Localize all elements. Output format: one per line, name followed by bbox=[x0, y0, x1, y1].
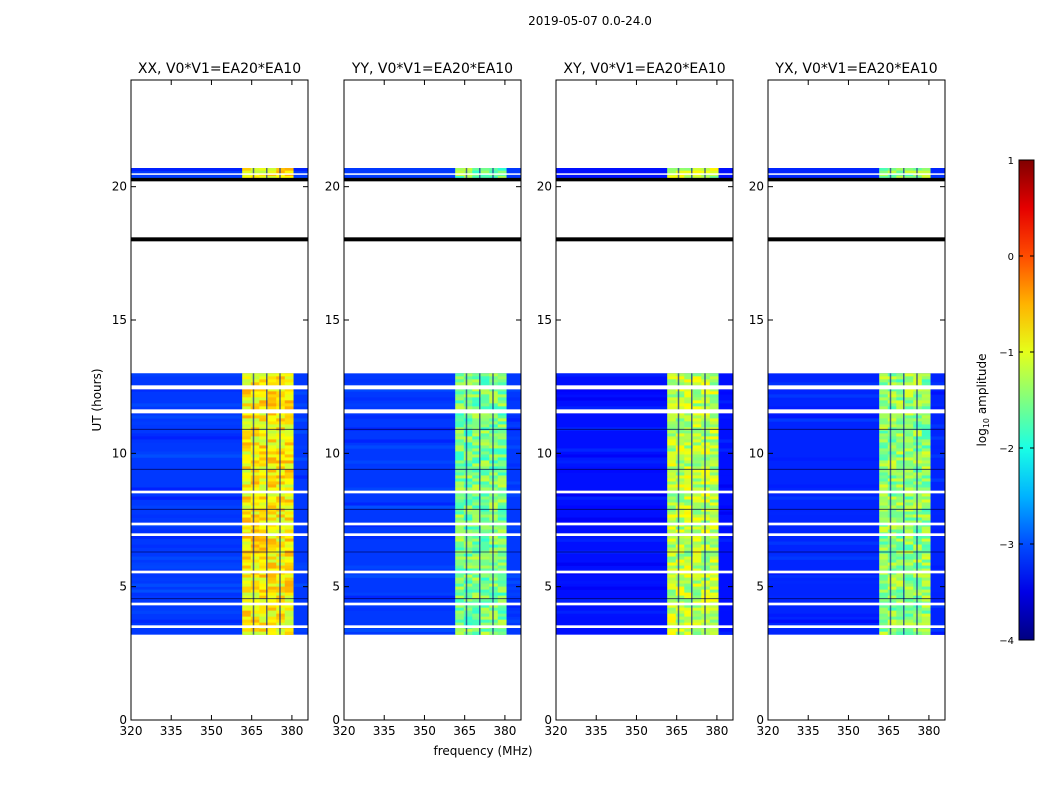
y-tick-label: 20 bbox=[537, 180, 552, 194]
y-tick-label: 15 bbox=[537, 313, 552, 327]
y-tick-label: 0 bbox=[119, 713, 127, 727]
x-axis-label: frequency (MHz) bbox=[433, 744, 532, 758]
panel-3: XY, V0*V1=EA20*EA10 320 335 350 365 380 0 5 10 15… bbox=[537, 61, 734, 738]
y-tick-label: 10 bbox=[325, 446, 340, 460]
x-tick-label: 320 bbox=[120, 724, 143, 738]
x-tick-label: 320 bbox=[545, 724, 568, 738]
x-tick-label: 365 bbox=[240, 724, 263, 738]
y-axis-label: UT (hours) bbox=[90, 368, 104, 431]
figure-suptitle: 2019-05-07 0.0-24.0 bbox=[528, 14, 652, 28]
panel-2-flag-20h bbox=[344, 177, 521, 182]
x-tick-label: 350 bbox=[625, 724, 648, 738]
panel-3-flag-18h bbox=[556, 237, 733, 242]
y-tick-label: 20 bbox=[749, 180, 764, 194]
x-tick-label: 335 bbox=[797, 724, 820, 738]
panel-2: YY, V0*V1=EA20*EA10 320 335 350 365 380 0 5 10 15… bbox=[325, 61, 522, 738]
panel-1-image bbox=[131, 168, 308, 635]
x-tick-label: 335 bbox=[160, 724, 183, 738]
colorbar-label: log10 amplitude bbox=[975, 354, 991, 447]
x-tick-label: 380 bbox=[280, 724, 303, 738]
y-tick-label: 0 bbox=[332, 713, 340, 727]
x-tick-label: 350 bbox=[837, 724, 860, 738]
panel-2-image bbox=[344, 168, 521, 635]
y-tick-label: 10 bbox=[749, 446, 764, 460]
panel-3-flag-20h bbox=[556, 177, 733, 182]
panel-4-title: YX, V0*V1=EA20*EA10 bbox=[774, 61, 937, 77]
x-tick-label: 335 bbox=[373, 724, 396, 738]
panel-4-flag-20h bbox=[768, 177, 945, 182]
panel-3-image bbox=[556, 168, 733, 635]
x-tick-label: 320 bbox=[757, 724, 780, 738]
y-tick-label: 5 bbox=[544, 580, 552, 594]
colorbar-tick-label: −4 bbox=[999, 636, 1014, 647]
colorbar-tick-label: −3 bbox=[999, 540, 1014, 551]
panel-2-flag-18h bbox=[344, 237, 521, 242]
panel-2-frame bbox=[343, 79, 522, 721]
x-tick-label: 365 bbox=[453, 724, 476, 738]
y-tick-label: 5 bbox=[756, 580, 764, 594]
colorbar-tick-label: −2 bbox=[999, 444, 1014, 455]
panel-3-frame bbox=[555, 79, 734, 721]
colorbar-tick-label: −1 bbox=[999, 348, 1014, 359]
y-tick-label: 15 bbox=[325, 313, 340, 327]
panel-4-frame bbox=[767, 79, 946, 721]
y-tick-label: 0 bbox=[756, 713, 764, 727]
y-tick-label: 20 bbox=[112, 180, 127, 194]
y-tick-label: 15 bbox=[112, 313, 127, 327]
x-tick-label: 320 bbox=[333, 724, 356, 738]
panel-1-title: XX, V0*V1=EA20*EA10 bbox=[138, 61, 301, 77]
y-tick-label: 5 bbox=[119, 580, 127, 594]
x-tick-label: 380 bbox=[493, 724, 516, 738]
y-tick-label: 5 bbox=[332, 580, 340, 594]
x-tick-label: 365 bbox=[665, 724, 688, 738]
panel-1-flag-18h bbox=[131, 237, 308, 242]
panel-1: XX, V0*V1=EA20*EA10 320 335 350 365 380 0 5 10 15… bbox=[112, 61, 309, 738]
colorbar-tick-label: 0 bbox=[1008, 252, 1014, 263]
panel-2-title: YY, V0*V1=EA20*EA10 bbox=[351, 61, 513, 77]
x-tick-label: 380 bbox=[705, 724, 728, 738]
x-tick-label: 380 bbox=[917, 724, 940, 738]
panel-4: YX, V0*V1=EA20*EA10 320 335 350 365 380 0 5 10 15… bbox=[749, 61, 946, 738]
y-tick-label: 20 bbox=[325, 180, 340, 194]
x-tick-label: 365 bbox=[877, 724, 900, 738]
panel-4-image bbox=[768, 168, 945, 635]
panel-3-title: XY, V0*V1=EA20*EA10 bbox=[563, 61, 725, 77]
x-tick-label: 350 bbox=[413, 724, 436, 738]
colorbar-tick-label: 1 bbox=[1008, 156, 1014, 167]
y-tick-label: 0 bbox=[544, 713, 552, 727]
x-tick-label: 335 bbox=[585, 724, 608, 738]
x-tick-label: 350 bbox=[200, 724, 223, 738]
panel-1-flag-20h bbox=[131, 177, 308, 182]
colorbar-gradient bbox=[1018, 159, 1035, 641]
colorbar: −4 −3 −2 −1 0 1 log10 amplitude bbox=[975, 156, 1035, 647]
y-tick-label: 10 bbox=[537, 446, 552, 460]
y-tick-label: 10 bbox=[112, 446, 127, 460]
panel-1-frame bbox=[130, 79, 309, 721]
y-tick-label: 15 bbox=[749, 313, 764, 327]
panel-4-flag-18h bbox=[768, 237, 945, 242]
